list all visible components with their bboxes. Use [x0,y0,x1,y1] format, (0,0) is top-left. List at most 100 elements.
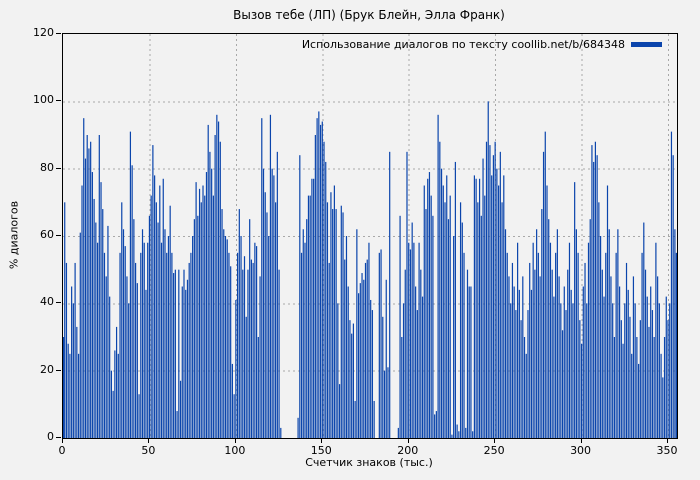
bar [489,145,491,438]
legend-label: Использование диалогов по тексту coollib… [301,38,625,51]
bar [399,215,401,438]
bar [243,256,246,438]
bar [544,131,546,438]
bar [567,269,569,438]
bar [553,296,555,438]
bar [587,242,590,438]
bar [485,141,488,438]
bar [363,279,365,438]
bar [513,286,515,438]
bar [240,236,242,438]
bar [593,161,595,438]
bar [114,350,116,438]
x-tick-label: 250 [483,444,505,457]
bar [63,337,65,438]
bar [219,141,221,438]
bar [421,296,424,438]
bar [84,158,87,438]
y-tick-label: 40 [40,295,54,309]
bar [86,135,88,438]
bar [465,427,467,438]
bar [157,222,159,438]
bar [90,141,92,438]
bar [150,195,152,438]
bar [468,286,470,438]
x-tick [407,438,409,443]
x-tick [234,438,236,443]
bar [651,310,654,438]
bar [71,286,73,438]
y-tick-label: 120 [33,26,54,39]
bar [299,155,301,438]
bar [580,343,583,438]
bar [328,262,330,438]
bar [563,286,565,438]
bar [568,242,571,438]
bar [256,246,258,438]
bar [638,363,640,438]
bar [530,289,533,438]
bar [620,320,622,438]
bar [266,212,268,438]
bar [76,326,78,438]
bar [361,273,363,438]
bar [472,431,474,438]
bar [565,310,567,438]
bar [112,390,114,438]
bar [523,337,526,438]
bar [236,252,239,438]
bar [155,202,157,438]
bar [434,414,436,438]
bar [537,252,539,438]
bar [482,158,484,438]
bar [675,252,677,438]
bar [518,289,520,438]
bar [354,400,356,438]
bar [506,252,508,438]
bar [192,236,194,438]
bar [385,279,387,438]
bar [382,316,384,438]
bar [627,289,629,438]
bar [517,242,519,438]
bar [603,296,605,438]
bar [88,148,90,438]
bar [586,303,588,438]
bar [347,286,349,438]
bar [454,161,456,438]
bar [309,195,311,438]
bar [224,236,227,438]
bar [534,269,536,438]
bar [548,219,550,438]
bar [297,417,299,438]
bar [181,286,183,438]
bar [164,229,166,438]
plot-area: Использование диалогов по тексту coollib… [62,33,678,439]
bar [93,198,95,438]
legend: Использование диалогов по тексту coollib… [302,38,662,51]
bar [152,145,154,438]
bar [226,239,228,438]
bar [430,195,432,438]
bar [162,178,164,438]
bar [238,209,240,438]
bar [484,195,486,438]
x-tick-label: 0 [58,444,66,457]
bar [560,303,562,438]
bar [669,303,671,438]
bar [549,242,552,438]
x-tick-label: 50 [141,444,156,457]
bar [72,303,74,438]
bar [653,337,655,438]
bar [326,202,329,438]
bar [447,219,450,438]
bar [79,232,81,438]
bar [432,215,434,438]
bar [65,262,68,438]
bar [269,114,272,438]
bar [259,276,261,438]
bar [278,269,280,438]
bar [166,252,168,438]
bar [352,323,354,438]
bar [383,370,386,438]
